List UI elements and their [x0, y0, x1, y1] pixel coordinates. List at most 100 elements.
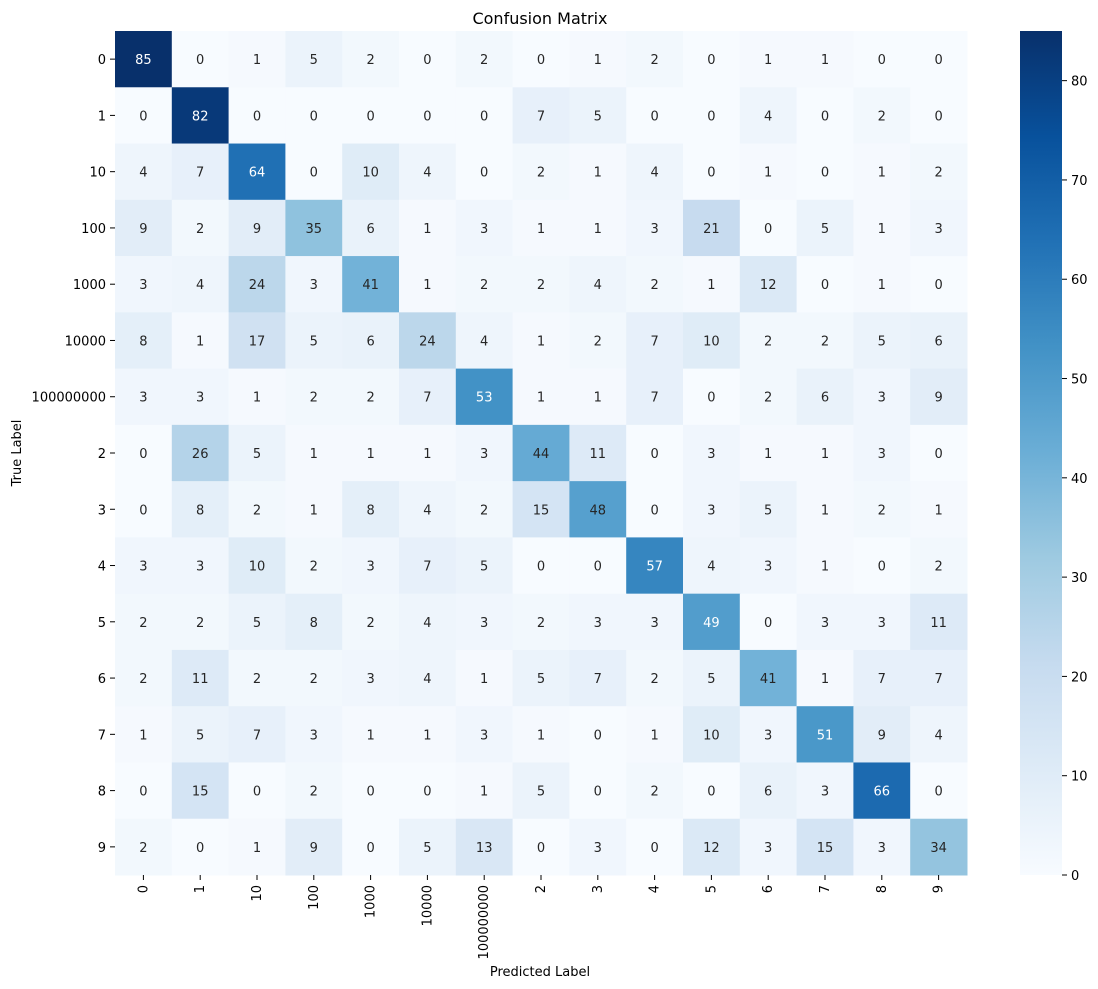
heatmap-cell	[739, 312, 798, 370]
heatmap-cell	[739, 31, 798, 88]
cell-value-label: 0	[594, 785, 602, 800]
cell-value-label: 1	[310, 447, 318, 462]
heatmap-cell	[285, 593, 343, 651]
cell-value-label: 41	[362, 278, 379, 293]
cell-value-label: 2	[366, 53, 374, 68]
heatmap-cell	[115, 706, 173, 763]
heatmap-cell	[683, 31, 741, 88]
cell-value-label: 6	[821, 391, 829, 406]
heatmap-cell	[171, 481, 230, 538]
colorbar-tick-label: 70	[1071, 174, 1088, 189]
cell-value-label: 0	[196, 841, 204, 856]
cell-value-label: 2	[480, 503, 488, 518]
heatmap-cell	[739, 818, 798, 876]
colorbar-tick-label: 30	[1071, 571, 1088, 586]
cell-value-label: 7	[934, 672, 942, 687]
heatmap-cell	[455, 368, 514, 426]
x-tick-label: 1	[193, 885, 208, 893]
x-tick-label: 4	[648, 885, 663, 893]
heatmap-cell	[115, 424, 173, 482]
heatmap-cell	[796, 537, 854, 595]
heatmap-cell	[285, 143, 343, 201]
cell-value-label: 17	[249, 334, 266, 349]
cell-value-label: 1	[821, 503, 829, 518]
cell-value-label: 64	[249, 166, 266, 181]
cell-value-label: 5	[480, 560, 488, 575]
heatmap-cell	[739, 143, 798, 201]
heatmap-cell	[342, 706, 400, 763]
heatmap-cell	[228, 481, 286, 538]
heatmap-cell	[626, 706, 684, 763]
cell-value-label: 21	[703, 222, 720, 237]
cell-value-label: 1	[821, 53, 829, 68]
heatmap-cell	[796, 87, 854, 145]
cell-value-label: 0	[821, 278, 829, 293]
heatmap-cell	[171, 706, 230, 763]
cell-value-label: 5	[764, 503, 772, 518]
cell-value-label: 11	[590, 447, 607, 462]
cell-value-label: 1	[423, 278, 431, 293]
cell-value-label: 26	[192, 447, 209, 462]
cell-value-label: 2	[537, 616, 545, 631]
cell-value-label: 44	[533, 447, 550, 462]
heatmap-cell	[683, 143, 741, 201]
heatmap-cell	[683, 593, 741, 651]
cell-value-label: 8	[310, 616, 318, 631]
cell-value-label: 3	[878, 841, 886, 856]
heatmap-cell	[285, 256, 343, 313]
y-tick-label: 100000000	[32, 391, 106, 406]
y-axis-ticks: 0 1 10 100 1000 10000 100000000 2 3 4 5 6 7 8 9	[32, 53, 115, 856]
cell-value-label: 0	[537, 53, 545, 68]
heatmap-cell	[285, 31, 343, 88]
cell-value-label: 0	[821, 166, 829, 181]
cell-value-label: 1	[366, 447, 374, 462]
heatmap-cell	[569, 424, 627, 482]
cell-value-label: 3	[310, 278, 318, 293]
y-tick-label: 10	[89, 166, 106, 181]
y-tick-label: 8	[98, 785, 106, 800]
heatmap-cell	[853, 649, 911, 707]
cell-value-label: 1	[594, 53, 602, 68]
cell-value-label: 10	[362, 166, 379, 181]
cell-value-label: 2	[253, 503, 261, 518]
colorbar-gradient	[1020, 31, 1062, 875]
heatmap-cell	[455, 312, 514, 370]
cell-value-label: 15	[817, 841, 834, 856]
heatmap-cell	[455, 818, 514, 876]
cell-value-label: 0	[196, 53, 204, 68]
cell-value-label: 85	[135, 53, 152, 68]
cell-value-label: 1	[423, 222, 431, 237]
heatmap-cell	[739, 368, 798, 426]
cell-value-label: 5	[196, 728, 204, 743]
cell-value-label: 4	[423, 616, 431, 631]
cell-value-label: 0	[878, 560, 886, 575]
cell-value-label: 4	[423, 503, 431, 518]
cell-value-label: 7	[423, 391, 431, 406]
heatmap-cell	[115, 537, 173, 595]
heatmap-cell	[683, 368, 741, 426]
cell-value-label: 7	[878, 672, 886, 687]
heatmap-cell	[512, 481, 570, 538]
cell-value-label: 11	[930, 616, 947, 631]
heatmap-cell	[228, 649, 286, 707]
heatmap-cell	[512, 593, 570, 651]
heatmap-cell	[115, 312, 173, 370]
heatmap-cell	[796, 368, 854, 426]
cell-value-label: 0	[423, 109, 431, 124]
cell-value-label: 3	[594, 616, 602, 631]
cell-value-label: 0	[366, 785, 374, 800]
cell-value-label: 0	[934, 278, 942, 293]
cell-value-label: 1	[423, 728, 431, 743]
heatmap-cell	[399, 537, 457, 595]
cell-value-label: 2	[764, 391, 772, 406]
heatmap-cell	[910, 199, 968, 257]
cell-value-label: 0	[707, 785, 715, 800]
heatmap-cell	[683, 649, 741, 707]
heatmap-cell	[512, 143, 570, 201]
x-tick-label: 100	[307, 885, 322, 910]
x-axis-label: Predicted Label	[490, 965, 590, 980]
cell-value-label: 5	[537, 672, 545, 687]
heatmap-cell	[739, 762, 798, 820]
heatmap-cell	[910, 312, 968, 370]
cell-value-label: 1	[537, 334, 545, 349]
